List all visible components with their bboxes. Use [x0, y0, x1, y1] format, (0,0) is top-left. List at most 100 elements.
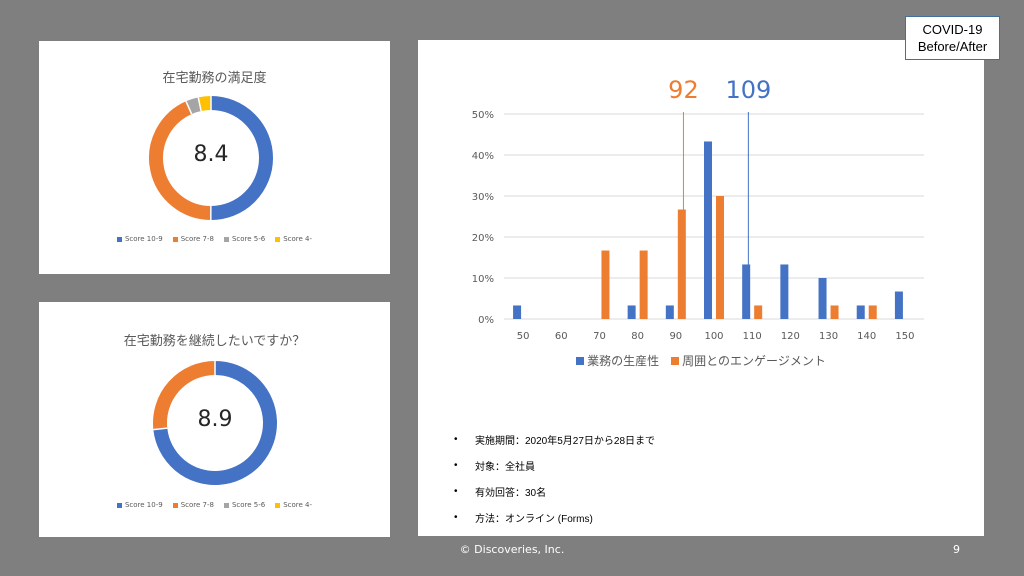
legend-label: Score 5-6 — [231, 501, 266, 509]
y-tick-label: 40% — [472, 151, 494, 162]
footer-copyright: © Discoveries, Inc. — [459, 543, 565, 556]
legend-swatch — [671, 356, 680, 365]
x-tick-label: 130 — [819, 331, 838, 342]
satisfaction-chart-title: 在宅勤務の満足度 — [162, 71, 267, 86]
satisfaction-donut — [149, 96, 273, 221]
bar-engagement — [639, 250, 648, 319]
bullet-icon: • — [454, 485, 458, 497]
legend-item-score-7-8: Score 7-8 — [172, 501, 214, 509]
page-number: 9 — [953, 543, 960, 556]
reference-label-109: 109 — [725, 76, 771, 104]
continuation-chart-panel: 在宅勤務を継続したいですか？ 8.9 Score 10-9 Score 7-8 … — [39, 302, 390, 537]
legend-item-score-4: Score 4- — [275, 501, 312, 509]
donut-slice-score-7-8 — [153, 361, 216, 430]
legend-item-score-7-8: Score 7-8 — [172, 235, 214, 243]
legend-label: Score 10-9 — [124, 501, 163, 509]
continuation-center-value: 8.9 — [197, 407, 233, 432]
y-tick-label: 20% — [472, 233, 494, 244]
bar-engagement — [830, 305, 839, 319]
bar-engagement — [868, 305, 877, 319]
x-tick-label: 100 — [704, 331, 723, 342]
y-tick-label: 0% — [478, 315, 494, 326]
histogram-panel: 0% 10% 20% 30% 40% 50% 50 60 70 80 90 100 110 120 130 1… — [418, 40, 984, 536]
satisfaction-chart-panel: 在宅勤務の満足度 8.4 Score 10-9 Score 7-8 Score … — [39, 41, 390, 274]
survey-notes: • 実施期間：2020年5月27日から28日まで • 対象：全社員 • 有効回答：30… — [454, 426, 655, 530]
legend-swatch — [116, 502, 122, 508]
legend-item-score-10-9: Score 10-9 — [116, 235, 163, 243]
legend-item-engagement: 周囲とのエンゲージメント — [671, 352, 826, 369]
bullet-icon: • — [454, 511, 458, 523]
note-text: 対象：全社員 — [475, 461, 535, 473]
y-tick-label: 10% — [472, 274, 494, 285]
x-tick-label: 50 — [517, 331, 530, 342]
x-tick-label: 70 — [593, 331, 606, 342]
slice-separator — [153, 427, 168, 431]
continuation-chart-title: 在宅勤務を継続したいですか？ — [123, 334, 306, 349]
satisfaction-legend: Score 10-9 Score 7-8 Score 5-6 Score 4- — [39, 235, 390, 243]
bar-productivity — [665, 305, 674, 319]
bar-productivity — [742, 264, 751, 319]
note-item: • 対象：全社員 — [454, 452, 655, 478]
bar-engagement — [601, 250, 610, 319]
bar-engagement — [754, 305, 763, 319]
donut-slice-score-10-9 — [210, 96, 273, 221]
legend-label: Score 4- — [283, 501, 313, 509]
bar-productivity — [513, 305, 522, 319]
legend-swatch — [223, 236, 229, 242]
bar-productivity — [894, 291, 903, 319]
donut-slice-score-10-9 — [153, 361, 277, 485]
bar-productivity — [818, 278, 827, 319]
legend-swatch — [275, 502, 281, 508]
legend-swatch — [172, 502, 178, 508]
note-text: 実施期間：2020年5月27日から28日まで — [475, 435, 656, 447]
legend-swatch — [116, 236, 122, 242]
badge-line-2: Before/After — [917, 39, 988, 54]
bar-productivity — [856, 305, 865, 319]
histogram-chart: 0% 10% 20% 30% 40% 50% 50 60 70 80 90 100 110 120 130 1… — [472, 76, 924, 342]
y-tick-label: 30% — [472, 192, 494, 203]
legend-label: Score 7-8 — [180, 235, 214, 243]
x-tick-label: 90 — [669, 331, 682, 342]
bar-productivity — [627, 305, 636, 319]
bar-productivity — [780, 264, 789, 319]
note-item: • 有効回答：30名 — [454, 478, 655, 504]
covid-badge: COVID-19 Before/After — [905, 16, 1000, 60]
satisfaction-center-value: 8.4 — [193, 142, 229, 167]
donut-slice-score-4 — [198, 96, 212, 112]
reference-label-92: 92 — [668, 76, 699, 104]
histogram-legend: 業務の生産性 周囲とのエンゲージメント — [418, 352, 984, 369]
slice-separator — [185, 100, 193, 115]
slice-separator — [197, 97, 202, 112]
legend-label: Score 5-6 — [231, 235, 266, 243]
donut-slice-score-5-6 — [185, 97, 202, 115]
x-tick-label: 150 — [895, 331, 914, 342]
x-tick-label: 110 — [743, 331, 762, 342]
x-tick-label: 80 — [631, 331, 644, 342]
legend-swatch — [576, 356, 585, 365]
bullet-icon: • — [454, 433, 458, 445]
legend-item-score-4: Score 4- — [275, 235, 312, 243]
y-tick-label: 50% — [472, 110, 494, 121]
legend-swatch — [223, 502, 229, 508]
bar-engagement — [716, 196, 724, 319]
legend-label: Score 7-8 — [180, 501, 214, 509]
bar-productivity — [704, 141, 712, 319]
legend-label: 周囲とのエンゲージメント — [682, 354, 826, 368]
note-item: • 実施期間：2020年5月27日から28日まで — [454, 426, 655, 452]
legend-item-productivity: 業務の生産性 — [576, 352, 659, 369]
note-item: • 方法：オンライン (Forms) — [454, 504, 655, 530]
donut-slice-score-7-8 — [149, 101, 212, 220]
bar-engagement — [677, 209, 686, 319]
legend-label: Score 4- — [283, 235, 313, 243]
x-tick-label: 120 — [781, 331, 800, 342]
bullet-icon: • — [454, 459, 458, 471]
legend-swatch — [172, 236, 178, 242]
legend-label: 業務の生産性 — [587, 354, 660, 368]
note-text: 有効回答：30名 — [475, 487, 547, 499]
legend-swatch — [275, 236, 281, 242]
x-tick-label: 140 — [857, 331, 876, 342]
badge-line-1: COVID-19 — [922, 22, 983, 37]
note-text: 方法：オンライン (Forms) — [475, 513, 593, 525]
continuation-legend: Score 10-9 Score 7-8 Score 5-6 Score 4- — [39, 501, 390, 509]
legend-item-score-5-6: Score 5-6 — [223, 501, 266, 509]
